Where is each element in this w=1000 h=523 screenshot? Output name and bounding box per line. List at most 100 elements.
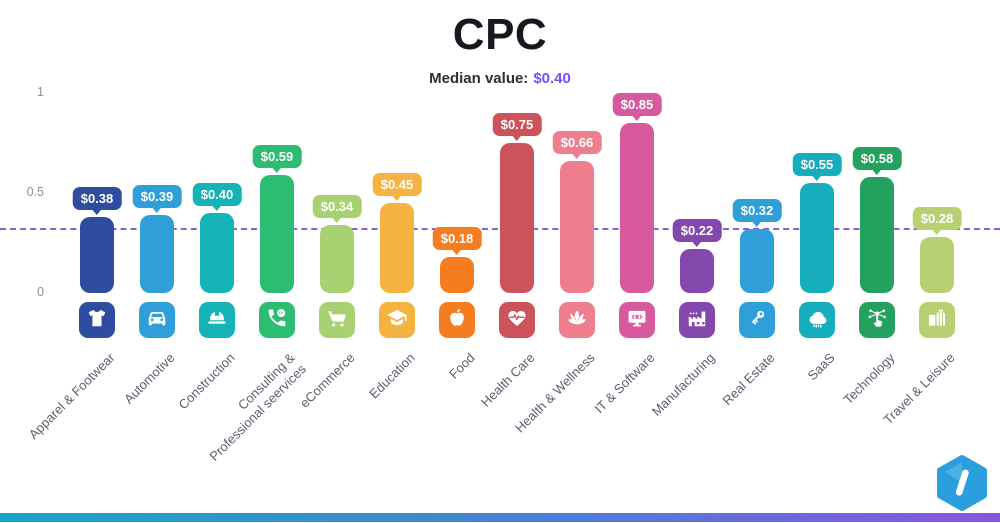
value-bubble-travel-leisure: $0.28 xyxy=(912,207,962,235)
cart-icon xyxy=(326,307,348,334)
apple-icon xyxy=(446,307,468,334)
bar-saas xyxy=(800,183,834,293)
bar-technology xyxy=(860,177,894,293)
value-label: $0.58 xyxy=(852,147,902,170)
chart-title: CPC xyxy=(452,10,548,59)
bar-health-care xyxy=(500,143,534,293)
value-bubble-manufacturing: $0.22 xyxy=(672,219,722,247)
value-bubble-construction: $0.40 xyxy=(192,183,242,211)
bubble-pointer xyxy=(811,175,822,181)
phone-chat-icon xyxy=(266,307,288,334)
value-label: $0.75 xyxy=(492,113,542,136)
industry-icon-tile-health-care xyxy=(499,302,535,338)
value-label: $0.45 xyxy=(372,173,422,196)
industry-icon-tile-it-software xyxy=(619,302,655,338)
bar-manufacturing xyxy=(680,249,714,293)
value-bubble-health-care: $0.75 xyxy=(492,113,542,141)
value-bubble-it-software: $0.85 xyxy=(612,93,662,121)
value-label: $0.40 xyxy=(192,183,242,206)
bubble-pointer xyxy=(871,169,882,175)
bubble-pointer xyxy=(571,153,582,159)
value-bubble-ecommerce: $0.34 xyxy=(312,195,362,223)
bar-construction xyxy=(200,213,234,293)
value-bubble-saas: $0.55 xyxy=(792,153,842,181)
industry-icon-tile-food xyxy=(439,302,475,338)
value-label: $0.22 xyxy=(672,219,722,242)
monitor-code-icon xyxy=(626,307,648,334)
bubble-pointer xyxy=(91,209,102,215)
bar-health-wellness xyxy=(560,161,594,293)
value-bubble-food: $0.18 xyxy=(432,227,482,255)
bubble-pointer xyxy=(691,241,702,247)
car-icon xyxy=(146,307,168,334)
value-label: $0.18 xyxy=(432,227,482,250)
industry-icon-tile-education xyxy=(379,302,415,338)
bubble-pointer xyxy=(511,135,522,141)
bubble-pointer xyxy=(931,229,942,235)
industry-icon-tile-health-wellness xyxy=(559,302,595,338)
key-icon xyxy=(746,307,768,334)
value-bubble-automotive: $0.39 xyxy=(132,185,182,213)
touch-network-icon xyxy=(866,307,888,334)
hardhat-icon xyxy=(206,307,228,334)
bubble-pointer xyxy=(271,167,282,173)
bubble-pointer xyxy=(631,115,642,121)
bar-ecommerce xyxy=(320,225,354,293)
value-bubble-education: $0.45 xyxy=(372,173,422,201)
bubble-pointer xyxy=(331,217,342,223)
tshirt-icon xyxy=(86,307,108,334)
y-tick-1: 1 xyxy=(37,85,44,99)
value-bubble-consulting: $0.59 xyxy=(252,145,302,173)
industry-icon-tile-apparel-footwear xyxy=(79,302,115,338)
bar-it-software xyxy=(620,123,654,293)
industry-icon-tile-technology xyxy=(859,302,895,338)
value-label: $0.38 xyxy=(72,187,122,210)
lotus-icon xyxy=(566,307,588,334)
bar-education xyxy=(380,203,414,293)
bar-apparel-footwear xyxy=(80,217,114,293)
industry-icon-tile-construction xyxy=(199,302,235,338)
value-bubble-technology: $0.58 xyxy=(852,147,902,175)
value-label: $0.28 xyxy=(912,207,962,230)
bubble-pointer xyxy=(151,207,162,213)
median-label: Median value: xyxy=(429,70,529,87)
bar-food xyxy=(440,257,474,293)
bar-consulting xyxy=(260,175,294,293)
industry-icon-tile-automotive xyxy=(139,302,175,338)
y-tick-0: 0 xyxy=(37,285,44,299)
value-label: $0.59 xyxy=(252,145,302,168)
value-label: $0.66 xyxy=(552,131,602,154)
value-label: $0.85 xyxy=(612,93,662,116)
median-value: $0.40 xyxy=(533,70,571,87)
bubble-pointer xyxy=(391,195,402,201)
heart-pulse-icon xyxy=(506,307,528,334)
bubble-pointer xyxy=(451,249,462,255)
bubble-pointer xyxy=(751,221,762,227)
value-label: $0.34 xyxy=(312,195,362,218)
value-label: $0.55 xyxy=(792,153,842,176)
footer-gradient-bar xyxy=(0,513,1000,522)
value-bubble-apparel-footwear: $0.38 xyxy=(72,187,122,215)
luggage-icon xyxy=(926,307,948,334)
industry-icon-tile-real-estate xyxy=(739,302,775,338)
hexagon-pen-logo[interactable] xyxy=(933,454,991,512)
value-label: $0.32 xyxy=(732,199,782,222)
bar-travel-leisure xyxy=(920,237,954,293)
industry-icon-tile-ecommerce xyxy=(319,302,355,338)
industry-icon-tile-saas xyxy=(799,302,835,338)
value-label: $0.39 xyxy=(132,185,182,208)
bar-automotive xyxy=(140,215,174,293)
bubble-pointer xyxy=(211,205,222,211)
graduation-cap-icon xyxy=(386,307,408,334)
y-tick-0.5: 0.5 xyxy=(26,185,44,199)
value-bubble-health-wellness: $0.66 xyxy=(552,131,602,159)
industry-icon-tile-consulting xyxy=(259,302,295,338)
industry-icon-tile-manufacturing xyxy=(679,302,715,338)
chart-subtitle: Median value: $0.40 xyxy=(0,70,1000,87)
industry-icon-tile-travel-leisure xyxy=(919,302,955,338)
bar-real-estate xyxy=(740,229,774,293)
value-bubble-real-estate: $0.32 xyxy=(732,199,782,227)
cloud-icon xyxy=(806,307,828,334)
factory-icon xyxy=(686,307,708,334)
